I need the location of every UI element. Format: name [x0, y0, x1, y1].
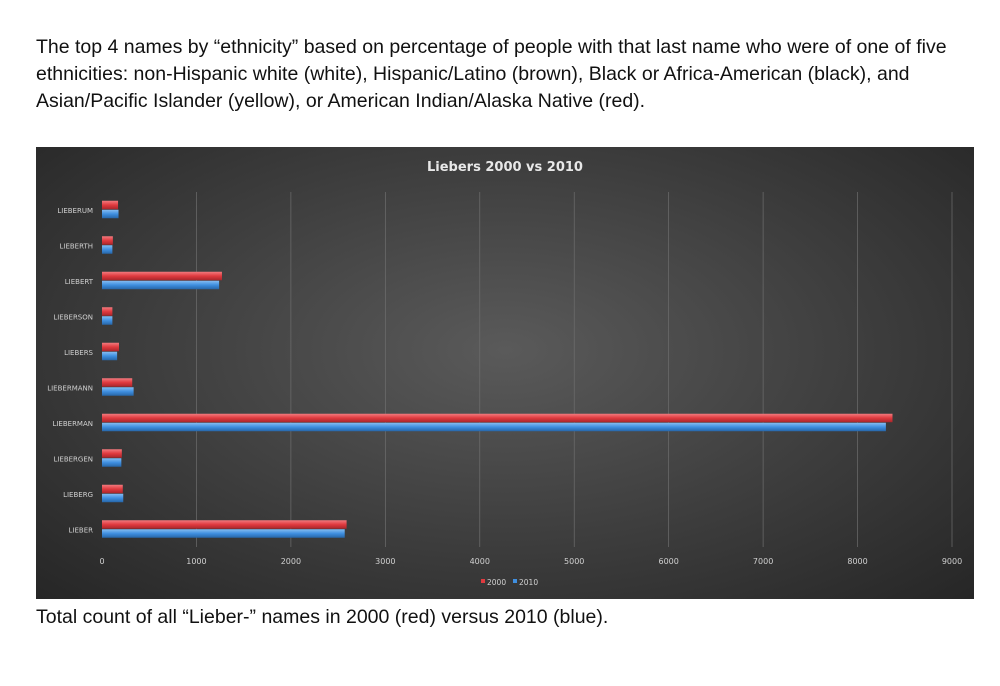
bar-chart: Liebers 2000 vs 2010 0 1000 2000 3000 4000 50…: [47, 160, 962, 587]
x-tick-label: 2000: [281, 557, 301, 566]
bar-2010-liebert: [102, 280, 220, 290]
intro-text: The top 4 names by “ethnicity” based on …: [36, 36, 947, 112]
y-category-label: LIEBERTH: [59, 242, 93, 250]
x-tick-label: 7000: [753, 557, 773, 566]
y-category-label: LIEBERG: [63, 491, 93, 499]
bar-2000-liebermann: [102, 378, 133, 387]
y-category-label: LIEBERS: [64, 349, 93, 357]
y-category-label: LIEBER: [69, 526, 94, 534]
y-category-label: LIEBERMANN: [47, 384, 93, 392]
bar-2000-liebers: [102, 342, 119, 352]
bar-2000-lieberman: [102, 413, 893, 423]
y-category-label: LIEBERMAN: [52, 420, 93, 428]
legend-swatch-2010: [513, 579, 517, 583]
bar-2010-lieberum: [102, 209, 119, 219]
bar-2010-liebers: [102, 351, 118, 361]
legend-label-2010: 2010: [519, 578, 538, 587]
y-category-label: LIEBERSON: [53, 313, 93, 321]
bar-2010-liebermann: [102, 387, 134, 396]
bar-2010-lieberth: [102, 245, 113, 254]
x-tick-label: 5000: [564, 557, 584, 566]
bar-2010-lieberson: [102, 316, 113, 325]
bar-2010-lieberg: [102, 493, 124, 503]
bar-2000-lieber: [102, 520, 347, 529]
y-category-label: LIEBERT: [65, 278, 94, 286]
bar-2000-liebergen: [102, 449, 122, 458]
chart-panel: Liebers 2000 vs 2010 0 1000 2000 3000 4000 50…: [36, 147, 974, 599]
x-tick-label: 3000: [375, 557, 395, 566]
x-tick-label: 9000: [942, 557, 962, 566]
x-tick-label: 1000: [186, 557, 206, 566]
chart-title: Liebers 2000 vs 2010: [427, 160, 583, 175]
x-tick-label: 8000: [847, 557, 867, 566]
bar-2000-lieberson: [102, 307, 113, 316]
bar-2010-lieber: [102, 529, 345, 538]
bar-2010-liebergen: [102, 458, 122, 467]
bar-2000-liebert: [102, 271, 222, 281]
x-tick-label: 0: [99, 557, 104, 566]
bar-2000-lieberth: [102, 236, 113, 245]
legend-swatch-2000: [481, 579, 485, 583]
x-tick-label: 6000: [658, 557, 678, 566]
bar-2010-lieberman: [102, 422, 886, 432]
caption-text: Total count of all “Lieber-” names in 20…: [36, 606, 609, 628]
x-tick-label: 4000: [470, 557, 490, 566]
y-category-label: LIEBERGEN: [53, 455, 93, 463]
bar-2000-lieberum: [102, 200, 119, 210]
legend-label-2000: 2000: [487, 578, 506, 587]
bar-2000-lieberg: [102, 484, 123, 494]
y-category-label: LIEBERUM: [57, 207, 93, 215]
